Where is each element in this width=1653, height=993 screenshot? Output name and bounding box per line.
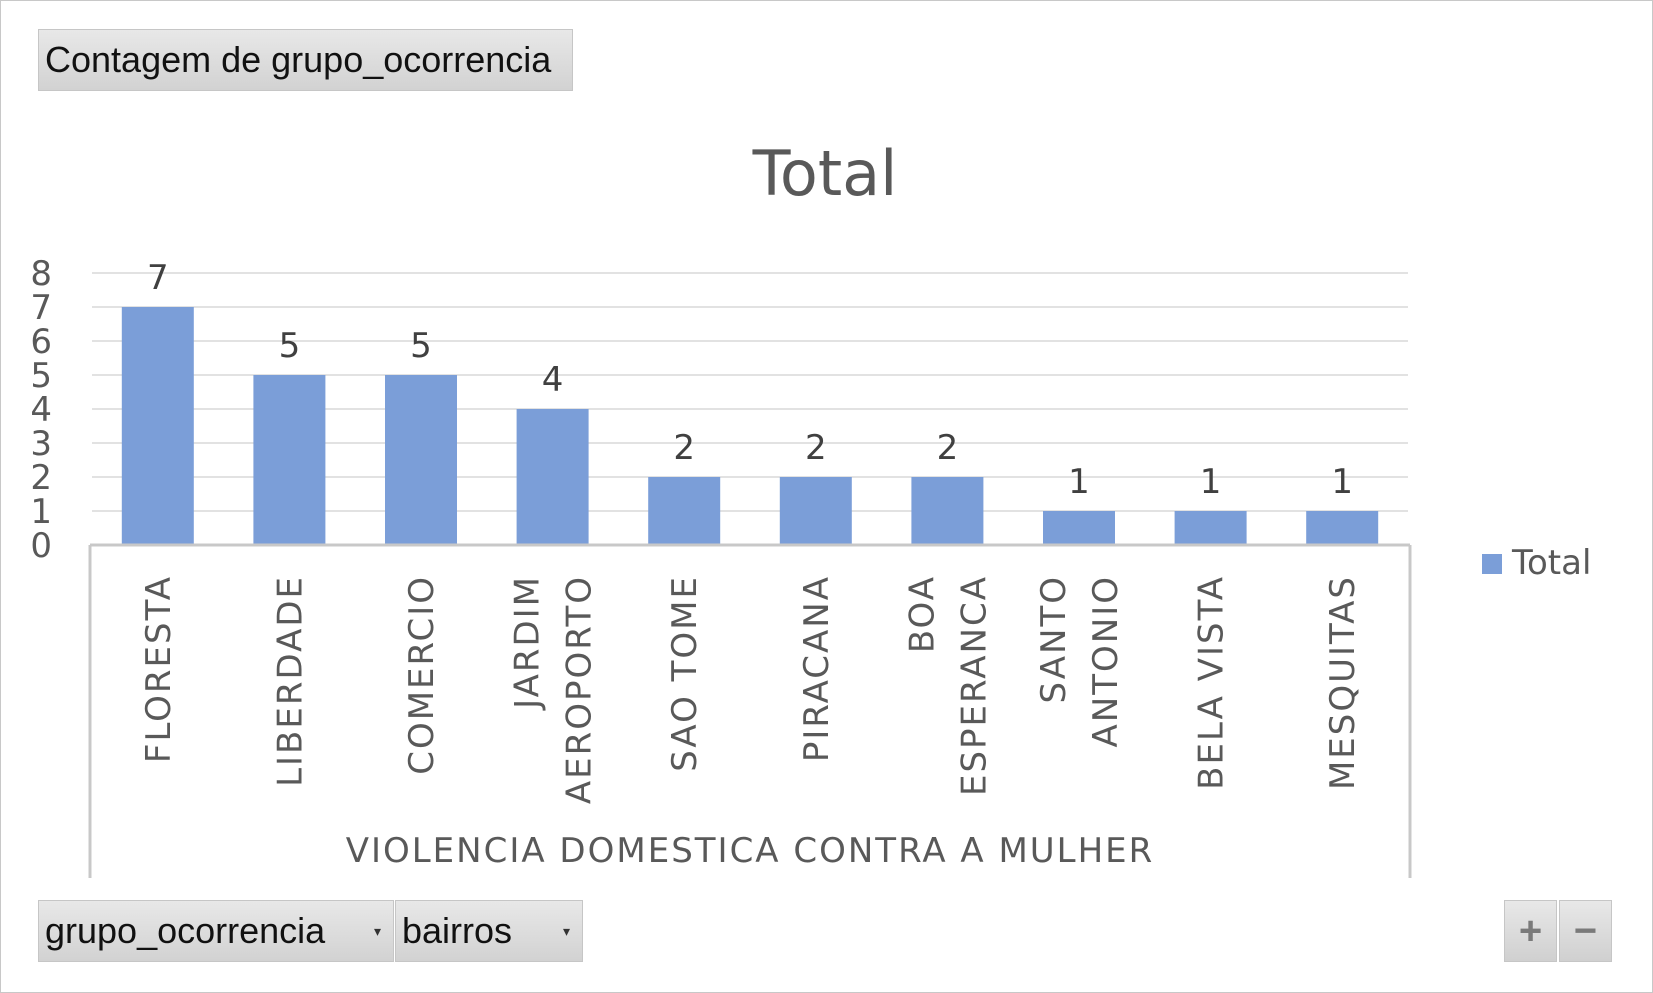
bar-bela-vista	[1174, 511, 1247, 545]
y-tick-label: 3	[30, 424, 52, 464]
y-tick-label: 1	[30, 492, 52, 532]
category-label: JARDIM	[508, 575, 548, 711]
category-label: BELA VISTA	[1192, 575, 1232, 790]
bar-boa-esperanca	[911, 477, 984, 545]
y-tick-label: 4	[30, 390, 52, 430]
category-label: FLORESTA	[139, 575, 179, 763]
bar-piracana	[779, 477, 852, 545]
category-label: COMERCIO	[402, 575, 442, 775]
axis-field-button-bairros[interactable]: bairros ▾	[395, 900, 583, 962]
data-label: 1	[1200, 462, 1222, 502]
data-label: 1	[1331, 462, 1353, 502]
group-label: VIOLENCIA DOMESTICA CONTRA A MULHER	[346, 831, 1155, 871]
value-field-label: Contagem de grupo_ocorrencia	[45, 39, 552, 80]
expand-field-button[interactable]: +	[1504, 900, 1557, 962]
y-tick-label: 7	[30, 288, 52, 328]
category-label: LIBERDADE	[270, 575, 310, 787]
y-tick-label: 0	[30, 526, 52, 566]
category-label: BOA	[902, 575, 942, 653]
minus-icon: −	[1573, 908, 1598, 953]
chart-title: Total	[752, 137, 898, 210]
category-label: SAO TOME	[665, 575, 705, 772]
y-tick-label: 8	[30, 254, 52, 294]
category-label: AEROPORTO	[560, 575, 600, 804]
legend-swatch	[1482, 554, 1502, 574]
bar-sao-tome	[648, 477, 721, 545]
bar-floresta	[121, 307, 194, 545]
collapse-field-button[interactable]: −	[1559, 900, 1612, 962]
data-label: 2	[673, 428, 695, 468]
category-label: ANTONIO	[1086, 575, 1126, 747]
value-field-button[interactable]: Contagem de grupo_ocorrencia	[38, 29, 573, 91]
bar-comercio	[385, 375, 457, 545]
bar-jardim-aeroporto	[516, 409, 589, 545]
category-label: SANTO	[1034, 575, 1074, 703]
data-label: 5	[410, 326, 432, 366]
dropdown-arrow-icon[interactable]: ▾	[373, 922, 381, 939]
data-label: 2	[805, 428, 827, 468]
data-label: 5	[279, 326, 301, 366]
data-label: 1	[1068, 462, 1090, 502]
bar-liberdade	[253, 375, 326, 545]
category-label: PIRACANA	[797, 575, 837, 762]
data-label: 2	[937, 428, 959, 468]
category-label: MESQUITAS	[1323, 575, 1363, 790]
plus-icon: +	[1518, 908, 1543, 953]
y-tick-label: 6	[30, 322, 52, 362]
data-label: 7	[147, 258, 169, 298]
data-label: 4	[542, 360, 564, 400]
dropdown-arrow-icon[interactable]: ▾	[562, 922, 570, 939]
y-tick-label: 5	[30, 356, 52, 396]
axis-field-button-grupo-ocorrencia[interactable]: grupo_ocorrencia ▾	[38, 900, 394, 962]
axis-field-label: grupo_ocorrencia	[45, 910, 326, 951]
category-label: ESPERANCA	[954, 575, 994, 796]
axis-field-label: bairros	[402, 910, 513, 951]
bar-mesquitas	[1306, 511, 1379, 545]
legend-label: Total	[1511, 543, 1591, 583]
y-tick-label: 2	[30, 458, 52, 498]
bar-santo-antonio	[1043, 511, 1115, 545]
